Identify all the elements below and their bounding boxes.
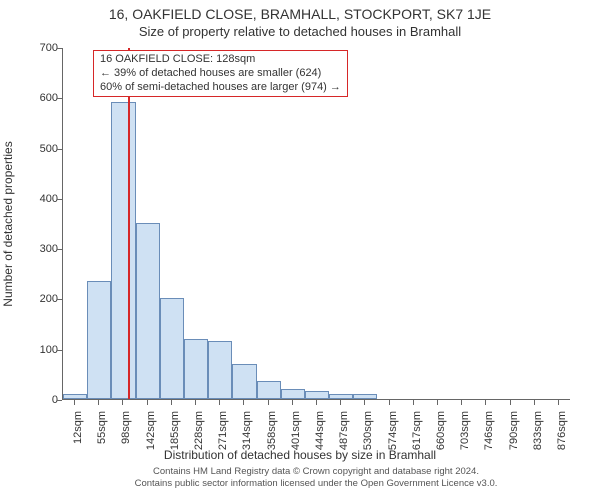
x-axis-label: Distribution of detached houses by size … [0, 448, 600, 462]
x-tick-label: 444sqm [314, 411, 326, 450]
x-tick-mark [485, 400, 486, 405]
histogram-bar [63, 394, 87, 399]
x-tick-label: 617sqm [411, 411, 423, 450]
histogram-bar [208, 341, 232, 399]
y-tick-label: 0 [26, 394, 58, 406]
x-tick-label: 271sqm [217, 411, 229, 450]
info-box-line1: 16 OAKFIELD CLOSE: 128sqm [100, 53, 341, 67]
histogram-bar [136, 223, 160, 399]
x-tick-mark [122, 400, 123, 405]
histogram-bars [63, 48, 570, 399]
x-tick-label: 703sqm [459, 411, 471, 450]
info-box-line3: 60% of semi-detached houses are larger (… [100, 81, 341, 95]
x-tick-label: 530sqm [362, 411, 374, 450]
x-tick-mark [340, 400, 341, 405]
x-tick-mark [171, 400, 172, 405]
property-marker-line [128, 48, 130, 399]
x-tick-label: 401sqm [290, 411, 302, 450]
chart-footer: Contains HM Land Registry data © Crown c… [62, 466, 570, 490]
histogram-bar [111, 102, 135, 399]
x-tick-label: 790sqm [508, 411, 520, 450]
x-tick-mark [558, 400, 559, 405]
x-tick-mark [243, 400, 244, 405]
x-tick-mark [98, 400, 99, 405]
x-tick-mark [413, 400, 414, 405]
x-tick-mark [437, 400, 438, 405]
x-tick-mark [292, 400, 293, 405]
x-tick-mark [74, 400, 75, 405]
info-box-line2: ← 39% of detached houses are smaller (62… [100, 67, 341, 81]
y-tick-label: 600 [26, 92, 58, 104]
x-tick-mark [534, 400, 535, 405]
histogram-bar [281, 389, 305, 399]
y-tick-label: 200 [26, 293, 58, 305]
histogram-bar [160, 298, 184, 399]
y-tick-label: 500 [26, 143, 58, 155]
x-tick-label: 833sqm [532, 411, 544, 450]
y-tick-label: 400 [26, 193, 58, 205]
histogram-bar [87, 281, 111, 399]
x-tick-mark [316, 400, 317, 405]
x-tick-label: 314sqm [241, 411, 253, 450]
footer-line2: Contains public sector information licen… [62, 478, 570, 490]
x-tick-mark [389, 400, 390, 405]
x-tick-mark [461, 400, 462, 405]
x-tick-label: 185sqm [169, 411, 181, 450]
y-tick-label: 300 [26, 243, 58, 255]
histogram-bar [305, 391, 329, 399]
x-tick-mark [364, 400, 365, 405]
x-tick-label: 876sqm [556, 411, 568, 450]
histogram-bar [232, 364, 256, 399]
x-tick-label: 660sqm [435, 411, 447, 450]
x-tick-label: 358sqm [266, 411, 278, 450]
x-tick-label: 12sqm [72, 411, 84, 444]
x-tick-label: 574sqm [387, 411, 399, 450]
histogram-bar [353, 394, 377, 399]
chart-title-sub: Size of property relative to detached ho… [0, 24, 600, 39]
x-tick-label: 487sqm [338, 411, 350, 450]
x-tick-label: 746sqm [483, 411, 495, 450]
footer-line1: Contains HM Land Registry data © Crown c… [62, 466, 570, 478]
x-tick-mark [147, 400, 148, 405]
histogram-bar [329, 394, 353, 399]
x-tick-label: 142sqm [145, 411, 157, 450]
x-tick-label: 228sqm [193, 411, 205, 450]
property-size-chart: 16, OAKFIELD CLOSE, BRAMHALL, STOCKPORT,… [0, 0, 600, 500]
y-tick-label: 100 [26, 344, 58, 356]
x-tick-mark [510, 400, 511, 405]
y-axis-label: Number of detached properties [1, 141, 15, 306]
plot-area: 16 OAKFIELD CLOSE: 128sqm ← 39% of detac… [62, 48, 570, 400]
y-tick-label: 700 [26, 42, 58, 54]
histogram-bar [184, 339, 208, 399]
x-tick-label: 98sqm [120, 411, 132, 444]
histogram-bar [257, 381, 281, 399]
y-tick-mark [57, 400, 62, 401]
chart-title-main: 16, OAKFIELD CLOSE, BRAMHALL, STOCKPORT,… [0, 6, 600, 22]
x-tick-mark [219, 400, 220, 405]
x-tick-mark [195, 400, 196, 405]
x-tick-mark [268, 400, 269, 405]
x-tick-label: 55sqm [96, 411, 108, 444]
property-info-box: 16 OAKFIELD CLOSE: 128sqm ← 39% of detac… [93, 50, 348, 97]
